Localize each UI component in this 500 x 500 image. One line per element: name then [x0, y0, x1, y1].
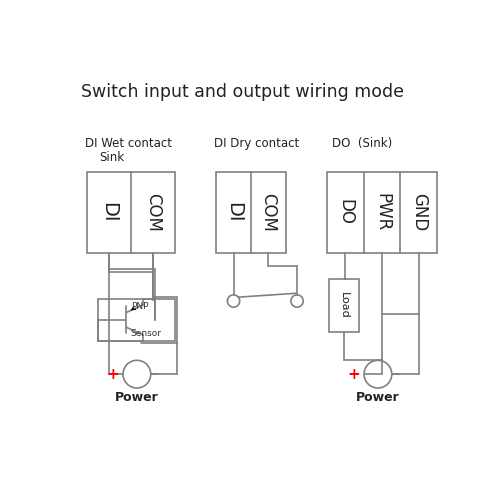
Text: Load: Load — [339, 292, 349, 319]
Text: Switch input and output wiring mode: Switch input and output wiring mode — [80, 84, 404, 102]
Text: PWR: PWR — [373, 193, 391, 231]
Text: DI Wet contact: DI Wet contact — [86, 136, 172, 149]
Text: DI: DI — [100, 202, 118, 222]
Circle shape — [228, 295, 239, 307]
Text: Sink: Sink — [99, 150, 124, 164]
Text: +: + — [347, 368, 360, 382]
Bar — [216, 172, 286, 252]
Text: DO: DO — [336, 199, 354, 225]
Circle shape — [291, 295, 303, 307]
Text: Power: Power — [115, 391, 159, 404]
Text: COM: COM — [144, 192, 162, 232]
Bar — [87, 172, 176, 252]
Bar — [330, 280, 358, 332]
Text: Power: Power — [356, 391, 400, 404]
Text: Sensor: Sensor — [130, 329, 162, 338]
Text: DO  (Sink): DO (Sink) — [332, 136, 392, 149]
Text: PNP: PNP — [130, 302, 148, 311]
Text: DI: DI — [224, 202, 243, 222]
Circle shape — [364, 360, 392, 388]
Text: DI Dry contact: DI Dry contact — [214, 136, 299, 149]
Bar — [98, 298, 176, 341]
Circle shape — [123, 360, 151, 388]
Text: +: + — [106, 368, 118, 382]
Text: COM: COM — [259, 192, 277, 232]
Bar — [327, 172, 437, 252]
Text: GND: GND — [410, 193, 428, 231]
